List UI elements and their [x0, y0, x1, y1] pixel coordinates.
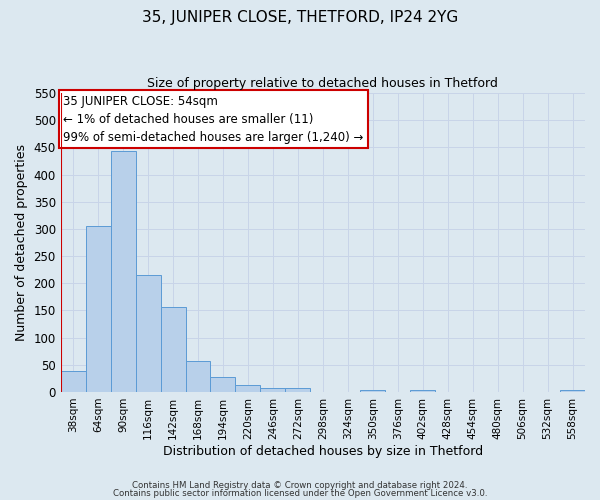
- Bar: [260, 388, 286, 392]
- Y-axis label: Number of detached properties: Number of detached properties: [15, 144, 28, 341]
- Bar: [61, 372, 86, 392]
- Bar: [560, 390, 585, 392]
- Bar: [235, 386, 260, 392]
- Bar: [286, 388, 310, 392]
- Bar: [161, 306, 185, 392]
- Bar: [110, 151, 136, 392]
- Bar: [360, 390, 385, 392]
- Title: Size of property relative to detached houses in Thetford: Size of property relative to detached ho…: [148, 78, 498, 90]
- Text: Contains public sector information licensed under the Open Government Licence v3: Contains public sector information licen…: [113, 488, 487, 498]
- Bar: [136, 275, 161, 392]
- X-axis label: Distribution of detached houses by size in Thetford: Distribution of detached houses by size …: [163, 444, 483, 458]
- Text: 35 JUNIPER CLOSE: 54sqm
← 1% of detached houses are smaller (11)
99% of semi-det: 35 JUNIPER CLOSE: 54sqm ← 1% of detached…: [63, 94, 364, 144]
- Bar: [410, 390, 435, 392]
- Bar: [211, 378, 235, 392]
- Bar: [185, 361, 211, 392]
- Text: Contains HM Land Registry data © Crown copyright and database right 2024.: Contains HM Land Registry data © Crown c…: [132, 481, 468, 490]
- Text: 35, JUNIPER CLOSE, THETFORD, IP24 2YG: 35, JUNIPER CLOSE, THETFORD, IP24 2YG: [142, 10, 458, 25]
- Bar: [86, 226, 110, 392]
